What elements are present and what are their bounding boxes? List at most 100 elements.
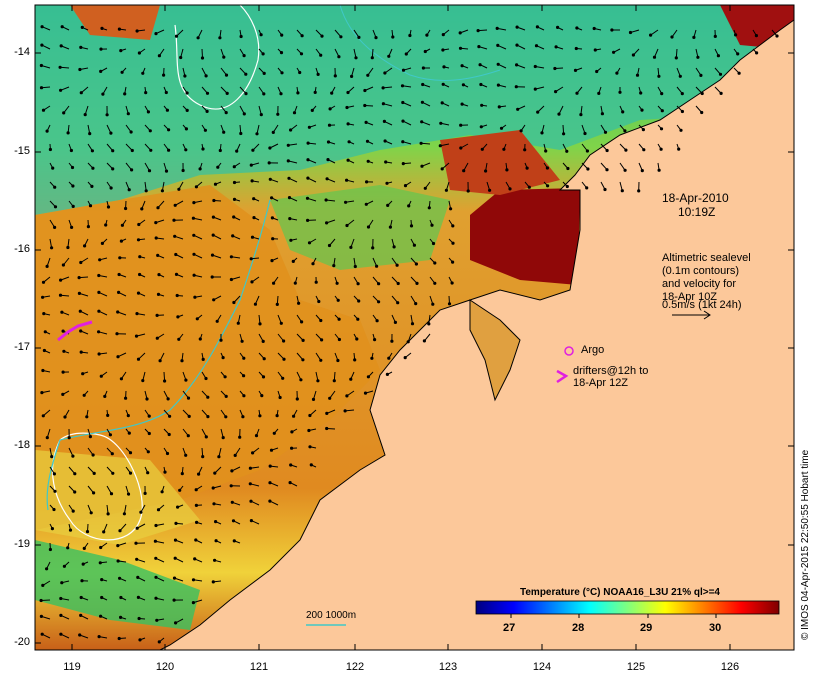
velocity-arrow-head [680,109,685,114]
velocity-arrow-head [63,415,67,419]
altimetry-line: Altimetric sealevel [662,252,751,264]
velocity-arrow-head [100,241,105,245]
velocity-arrow-head [366,225,371,229]
velocity-arrow-head [401,162,405,166]
velocity-arrow-head [272,281,276,285]
velocity-arrow-head [60,25,64,29]
velocity-arrow-head [79,260,83,265]
velocity-arrow-head [145,397,149,401]
velocity-arrow-head [39,598,43,603]
velocity-arrow-head [261,375,266,379]
velocity-arrow-head [91,453,95,457]
velocity-arrow-head [326,158,330,162]
velocity-arrow-head [366,73,370,77]
lat-tick-label: -16 [14,243,30,255]
velocity-arrow-head [223,375,227,379]
velocity-arrow-head [119,239,124,243]
velocity-arrow-head [515,43,519,47]
velocity-arrow-head [78,309,82,313]
velocity-arrow-head [116,310,120,314]
velocity-arrow-head [311,397,316,401]
velocity-arrow-head [364,202,368,206]
velocity-arrow-head [324,198,328,202]
velocity-arrow-head [525,166,529,170]
velocity-arrow-head [130,168,134,172]
velocity-arrow-head [401,100,405,105]
velocity-arrow-head [119,377,124,381]
velocity-arrow-head [153,539,157,543]
velocity-arrow-head [59,88,63,92]
velocity-arrow-head [130,148,134,153]
velocity-arrow-head [154,221,158,225]
velocity-arrow-head [137,222,141,227]
velocity-arrow-head [692,35,696,40]
lon-tick-label: 121 [249,661,269,673]
velocity-arrow-head [194,488,198,492]
velocity-arrow-head [41,368,45,373]
velocity-arrow-head [316,72,320,77]
velocity-arrow-head [59,44,63,48]
velocity-arrow-head [353,264,357,269]
velocity-arrow-head [624,148,628,152]
velocity-arrow-head [88,435,93,439]
velocity-arrow-head [215,319,219,323]
velocity-arrow-head [536,110,540,114]
velocity-arrow-head [496,83,500,87]
velocity-arrow-head [566,166,570,171]
velocity-arrow-head [427,322,431,326]
velocity-arrow-head [363,391,368,395]
velocity-arrow-head [155,618,159,622]
velocity-arrow-head [381,86,385,90]
velocity-arrow-head [147,414,151,418]
velocity-arrow-head [167,148,171,152]
velocity-arrow-head [201,357,205,361]
velocity-arrow-head [679,128,683,132]
velocity-arrow-head [174,621,178,625]
velocity-arrow-head [635,73,640,77]
velocity-arrow-head [385,372,389,376]
velocity-arrow-head [311,262,315,266]
velocity-arrows [39,25,779,644]
velocity-arrow-head [300,320,304,324]
velocity-arrow-head [106,413,110,417]
velocity-arrow-head [307,428,311,433]
velocity-arrow-head [99,47,103,51]
velocity-arrow-head [39,63,44,68]
velocity-arrow-head [163,379,167,383]
velocity-arrow-head [544,149,548,153]
velocity-arrow-head [288,481,292,485]
velocity-arrow-head [326,140,331,144]
velocity-arrow-head [135,29,139,33]
lat-tick-label: -15 [14,145,30,157]
sealevel-contour [52,432,143,541]
velocity-arrow-head [534,44,539,48]
velocity-arrow-head [117,27,122,31]
velocity-arrow-head [204,376,208,381]
velocity-arrow-head [451,241,455,245]
velocity-arrow-head [497,105,501,109]
velocity-arrow-head [79,329,83,333]
velocity-arrow-head [713,34,717,39]
velocity-arrow-head [138,638,142,642]
velocity-arrow-head [222,130,226,134]
velocity-arrow-head [262,92,266,96]
velocity-arrow-head [514,85,518,89]
velocity-arrow-head [252,197,256,201]
velocity-arrow-head [168,414,172,418]
velocity-arrow-head [439,121,443,125]
velocity-arrow-head [337,55,341,59]
velocity-arrow-head [414,262,418,266]
velocity-arrow-head [205,109,209,114]
velocity-arrow-head [393,320,397,324]
velocity-arrow-head [221,436,225,440]
velocity-arrow-head [232,180,237,185]
velocity-arrow-head [320,338,324,342]
velocity-arrow-head [51,166,55,170]
velocity-arrow-head [116,559,120,563]
velocity-arrow-head [89,511,93,515]
velocity-arrow-head [219,338,223,342]
velocity-arrow-head [201,455,205,459]
velocity-arrow-head [123,92,127,96]
velocity-arrow-head [347,140,351,144]
velocity-arrow-head [269,448,274,452]
